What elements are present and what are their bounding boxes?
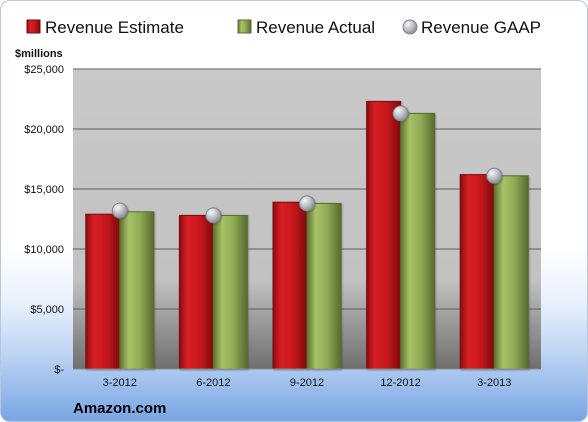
marker-revenue-gaap-0 — [111, 202, 128, 219]
legend: Revenue Estimate Revenue Actual Revenue GA… — [26, 18, 541, 37]
y-tick-label-3: $15,000 — [24, 184, 64, 196]
x-axis-ticks: 3-2012 6-2012 9-2012 12-2012 3-2013 — [103, 377, 512, 389]
legend-marker-0 — [26, 19, 41, 34]
gaap-markers — [111, 105, 503, 224]
marker-revenue-gaap-3 — [392, 105, 409, 122]
bar-revenue-actual-1 — [212, 214, 248, 370]
y-tick-label-5: $25,000 — [24, 64, 64, 76]
x-tick-label-3: 12-2012 — [380, 377, 420, 389]
x-tick-label-1: 6-2012 — [196, 377, 230, 389]
x-tick-label-2: 9-2012 — [290, 377, 324, 389]
bar-revenue-actual-2 — [306, 202, 342, 370]
legend-marker-2 — [402, 19, 418, 35]
bar-revenue-estimate-1 — [178, 214, 214, 370]
y-tick-label-4: $20,000 — [24, 124, 64, 136]
x-tick-label-0: 3-2012 — [103, 377, 137, 389]
bar-revenue-estimate-0 — [85, 213, 121, 370]
legend-label-0: Revenue Estimate — [45, 18, 184, 37]
legend-label-2: Revenue GAAP — [421, 18, 541, 37]
y-axis-ticks: $- $5,000 $10,000 $15,000 $20,000 $25,000 — [24, 64, 64, 376]
y-tick-label-2: $10,000 — [24, 244, 64, 256]
marker-revenue-gaap-2 — [299, 195, 315, 212]
bar-revenue-estimate-3 — [366, 100, 402, 370]
y-axis-unit-label: $millions — [15, 48, 63, 60]
y-tick-label-0: $- — [54, 364, 64, 376]
legend-marker-1 — [237, 19, 252, 34]
legend-label-1: Revenue Actual — [256, 18, 375, 37]
bar-revenue-actual-4 — [493, 175, 529, 370]
y-tick-label-1: $5,000 — [30, 304, 64, 316]
source-label: Amazon.com — [73, 400, 166, 417]
bar-revenue-estimate-2 — [272, 201, 308, 370]
bar-series — [85, 100, 529, 370]
bar-revenue-actual-3 — [400, 112, 436, 370]
bar-revenue-estimate-4 — [459, 174, 495, 370]
marker-revenue-gaap-4 — [486, 167, 503, 184]
bar-revenue-actual-0 — [119, 211, 155, 370]
marker-revenue-gaap-1 — [205, 207, 222, 224]
x-tick-label-4: 3-2013 — [477, 377, 511, 389]
